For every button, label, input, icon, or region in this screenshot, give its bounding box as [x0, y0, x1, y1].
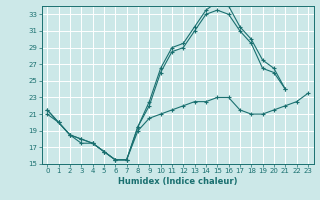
X-axis label: Humidex (Indice chaleur): Humidex (Indice chaleur) — [118, 177, 237, 186]
